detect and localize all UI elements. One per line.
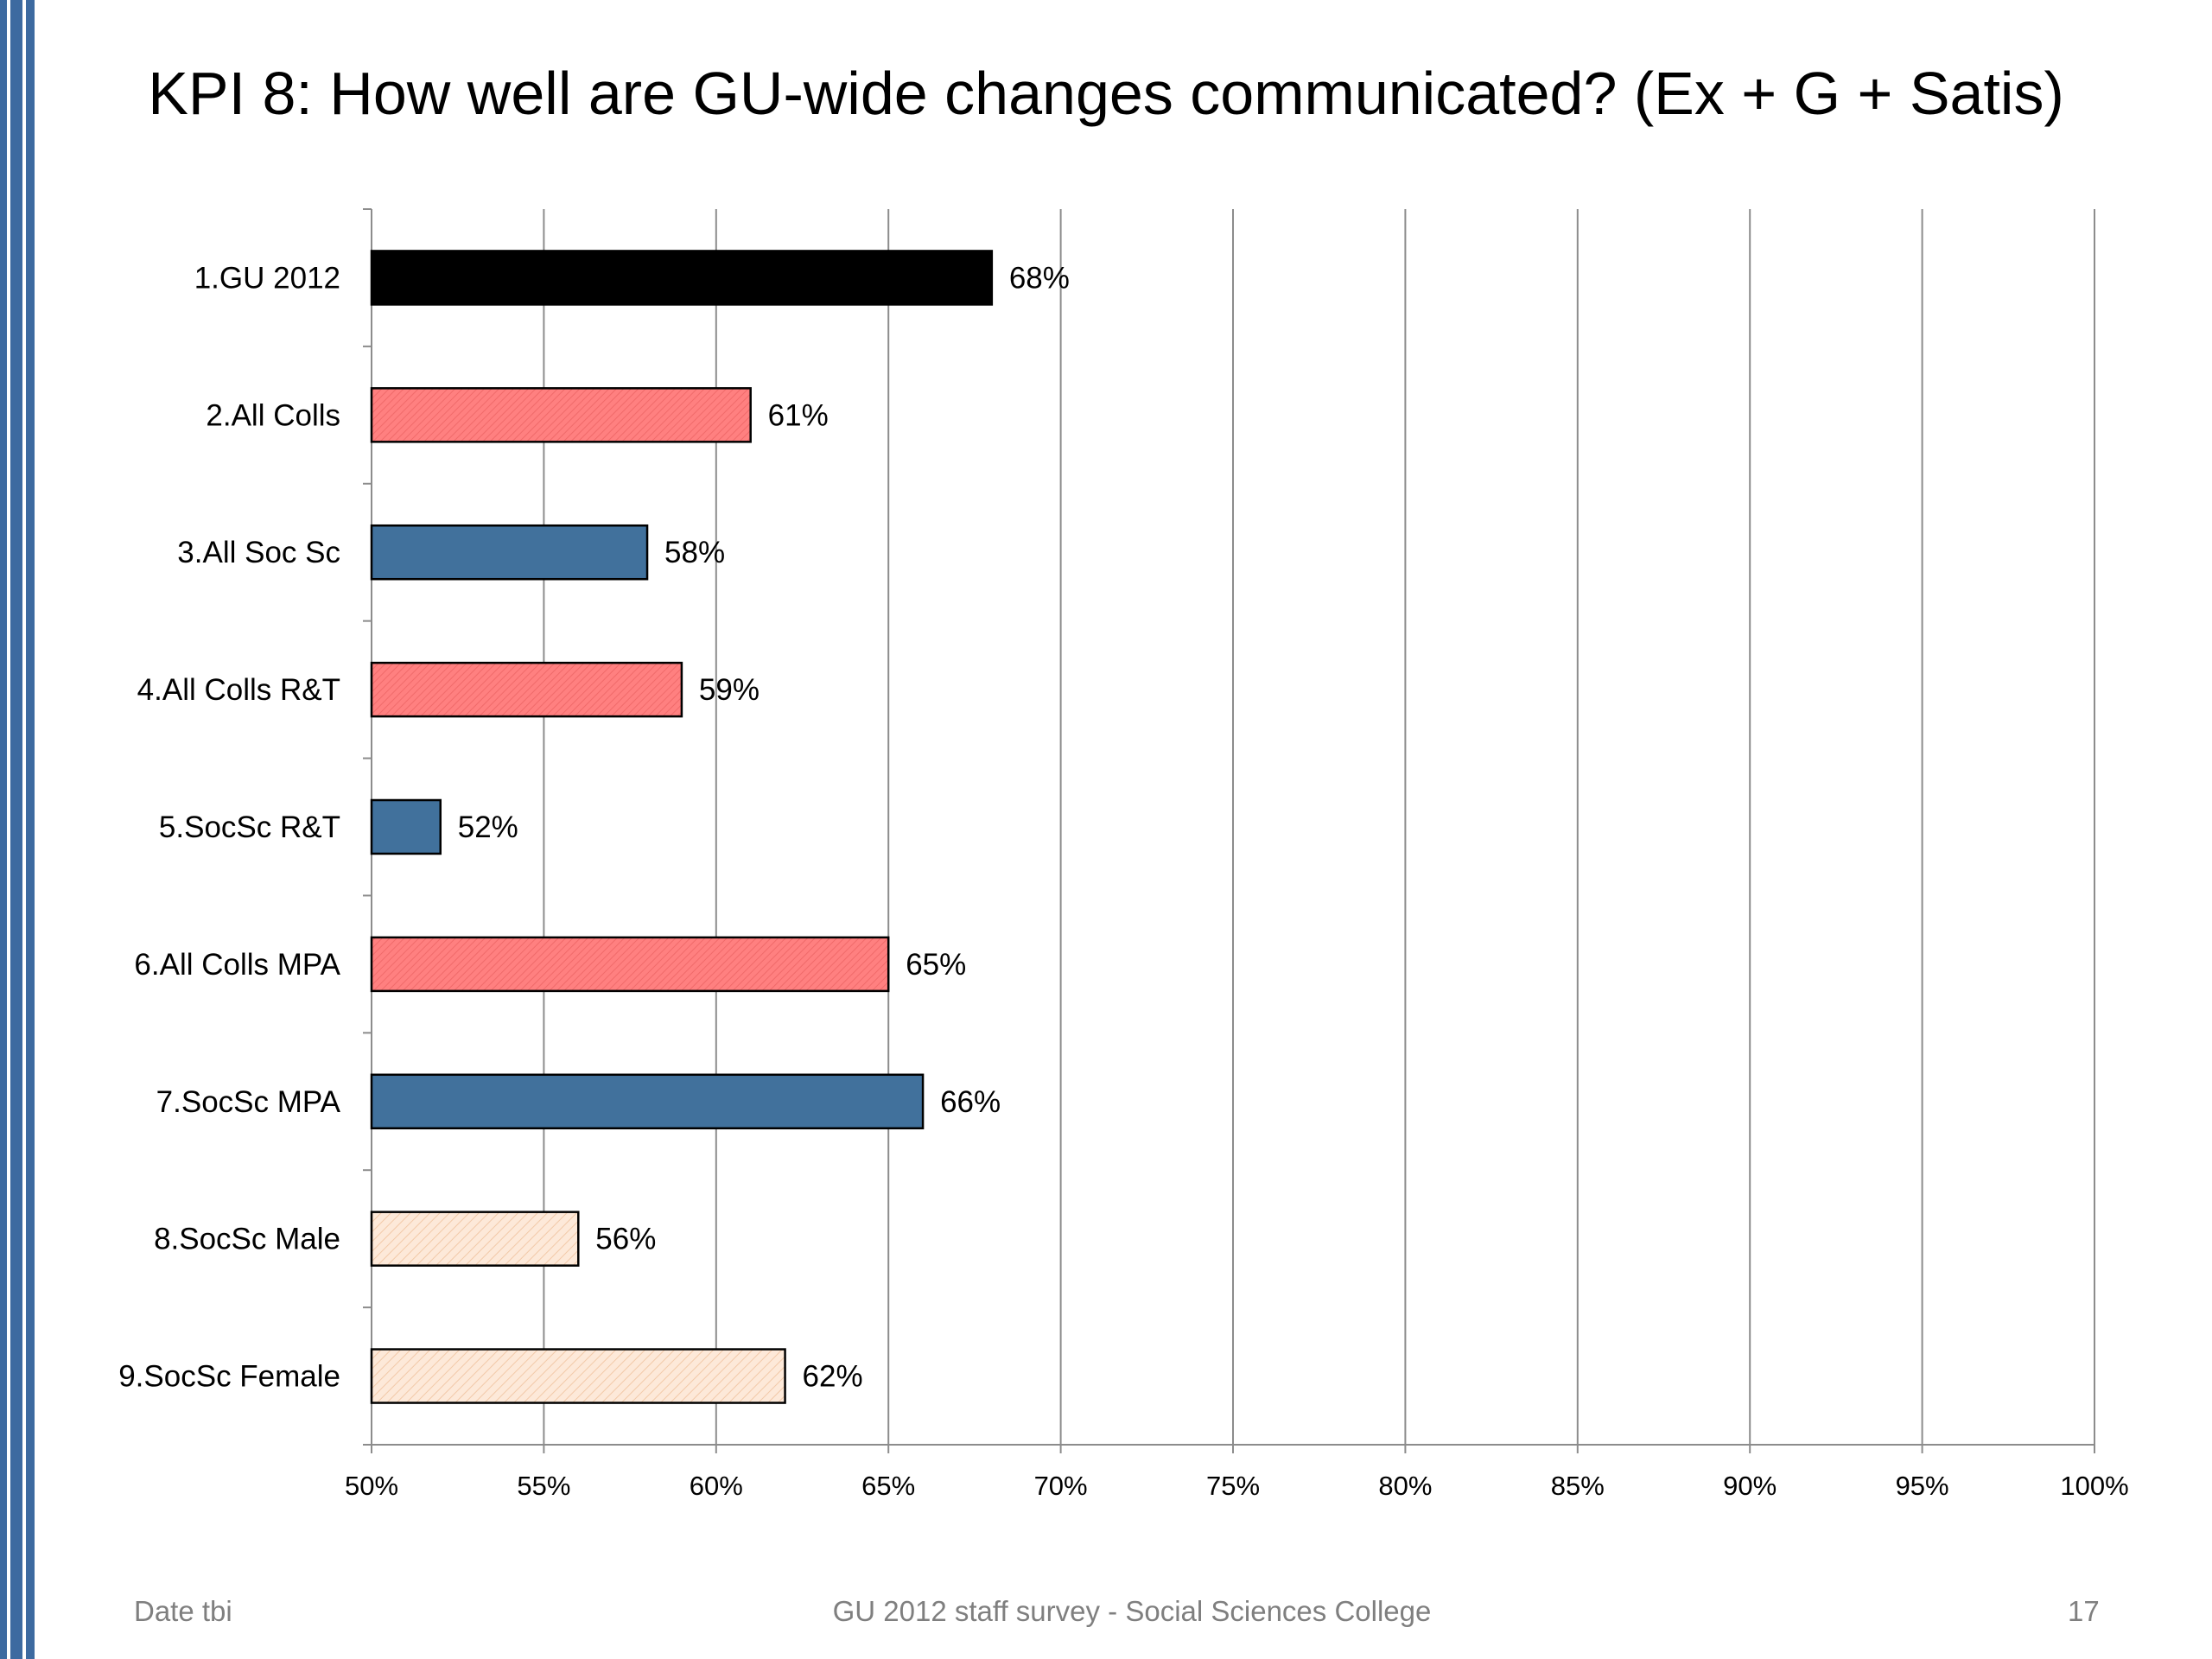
bar — [370, 936, 890, 993]
category-label: 3.All Soc Sc — [177, 536, 340, 569]
category-label: 8.SocSc Male — [154, 1223, 340, 1256]
bar — [370, 387, 752, 443]
x-tick-label: 90% — [1723, 1471, 1777, 1501]
bar — [370, 661, 683, 718]
data-label: 66% — [940, 1085, 1001, 1119]
category-label: 1.GU 2012 — [194, 261, 340, 295]
x-tick-label: 70% — [1034, 1471, 1088, 1501]
category-label: 2.All Colls — [206, 398, 340, 432]
category-label: 9.SocSc Female — [118, 1360, 340, 1394]
data-label: 58% — [664, 536, 725, 569]
bar — [370, 798, 442, 855]
data-label: 65% — [906, 948, 966, 982]
x-tick-label: 95% — [1896, 1471, 1949, 1501]
bar — [370, 1348, 786, 1404]
x-tick-label: 80% — [1378, 1471, 1432, 1501]
data-label: 52% — [458, 810, 518, 844]
bar — [370, 524, 649, 581]
x-tick-label: 55% — [517, 1471, 570, 1501]
bar — [370, 1073, 925, 1130]
data-label: 62% — [803, 1360, 863, 1394]
category-label: 4.All Colls R&T — [137, 673, 340, 707]
footer-page-number: 17 — [2068, 1595, 2100, 1627]
footer-center-text: GU 2012 staff survey - Social Sciences C… — [832, 1595, 1432, 1627]
data-label: 56% — [595, 1223, 656, 1256]
data-label: 59% — [699, 673, 760, 707]
category-label: 7.SocSc MPA — [156, 1085, 341, 1119]
data-label: 68% — [1009, 261, 1070, 295]
x-tick-label: 65% — [861, 1471, 915, 1501]
slide-border-decoration — [0, 0, 40, 1659]
bar — [370, 250, 994, 306]
category-label: 5.SocSc R&T — [159, 810, 340, 844]
x-tick-label: 75% — [1206, 1471, 1260, 1501]
footer-date: Date tbi — [134, 1595, 232, 1627]
x-tick-label: 50% — [345, 1471, 398, 1501]
bar — [370, 1211, 580, 1267]
x-tick-label: 85% — [1551, 1471, 1605, 1501]
chart-title: KPI 8: How well are GU-wide changes comm… — [148, 60, 2064, 127]
category-label: 6.All Colls MPA — [134, 948, 340, 982]
x-tick-label: 100% — [2060, 1471, 2128, 1501]
x-tick-label: 60% — [690, 1471, 743, 1501]
data-label: 61% — [768, 398, 829, 432]
